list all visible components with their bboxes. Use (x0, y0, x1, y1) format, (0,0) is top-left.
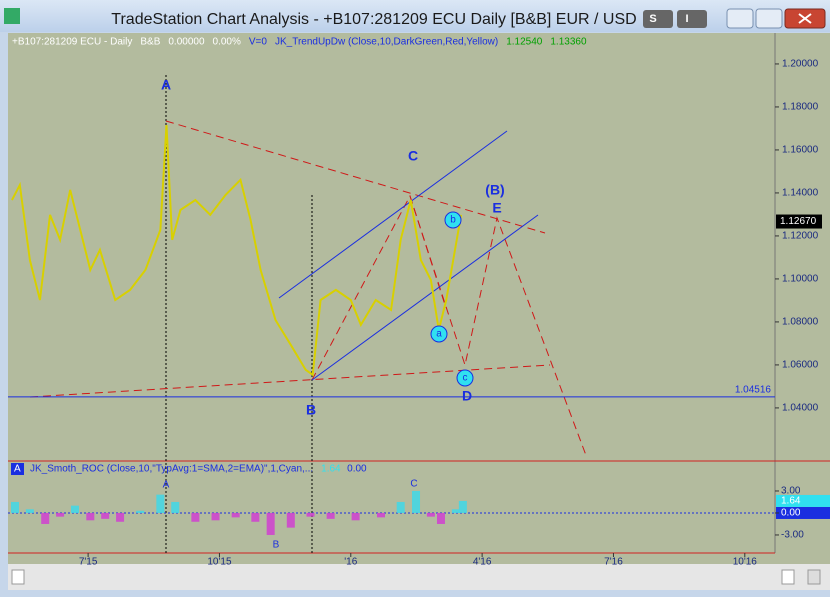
header-text: JK_TrendUpDw (Close,10,DarkGreen,Red,Yel… (275, 37, 498, 48)
histogram-bar (11, 501, 20, 513)
minimize-button[interactable] (726, 8, 754, 29)
histogram-bar (426, 512, 435, 517)
indicator-name: JK_Smoth_ROC (Close,10,"TypAvg:1=SMA,2=E… (30, 464, 313, 475)
x-tick-label: 4'16 (473, 557, 492, 568)
y-tick-label: 1.14000 (782, 188, 819, 199)
i-button-label: I (685, 13, 688, 25)
histogram-bar (101, 512, 110, 519)
current-price-label: 1.12670 (780, 216, 817, 227)
wave-label: D (462, 388, 472, 404)
histogram-bar (436, 512, 445, 524)
histogram-bar (451, 509, 460, 513)
indicator-annotation: B (273, 540, 280, 551)
maximize-button[interactable] (755, 8, 783, 29)
support-label: 1.04516 (735, 384, 772, 395)
pane-label: A (14, 464, 21, 475)
indicator-current-box (776, 494, 830, 507)
histogram-bar (86, 512, 95, 521)
histogram-bar (171, 501, 180, 513)
header-text: B&B (140, 37, 160, 48)
histogram-bar (412, 490, 421, 513)
scrollbar[interactable] (8, 564, 830, 590)
x-tick-label: 10'15 (207, 557, 232, 568)
indicator-annotation: A (163, 480, 170, 491)
y-tick-label: 1.16000 (782, 145, 819, 156)
header-text: 1.12540 (506, 37, 543, 48)
y-tick-label: 1.20000 (782, 59, 819, 70)
histogram-bar (458, 500, 467, 513)
histogram-bar (116, 512, 125, 522)
histogram-bar (396, 501, 405, 513)
scroll-left[interactable] (11, 569, 25, 585)
wave-label: (B) (485, 182, 504, 198)
price-line (11, 124, 463, 377)
y-tick-label: 0.00 (781, 508, 801, 519)
x-tick-label: 10'16 (733, 557, 758, 568)
indicator-current-label: 1.64 (781, 496, 801, 507)
wave-marker (444, 211, 462, 229)
y-tick-label: 1.12000 (782, 231, 819, 242)
y-tick-label: 1.10000 (782, 274, 819, 285)
histogram-bar (136, 510, 145, 513)
scroll-right[interactable] (781, 569, 795, 585)
histogram-bar (286, 512, 295, 528)
histogram-bar (351, 512, 360, 521)
x-tick-label: 7'15 (79, 557, 98, 568)
header-text: +B107:281209 ECU - Daily (12, 37, 132, 48)
s-button[interactable] (643, 10, 673, 28)
current-price-box (776, 214, 822, 229)
y-tick-label: 1.08000 (782, 317, 819, 328)
y-tick-label: 1.18000 (782, 102, 819, 113)
histogram-bar (251, 512, 260, 522)
header-text: 0.00% (213, 37, 241, 48)
histogram-bar (306, 512, 315, 517)
indicator-value: 1.64 (321, 464, 341, 475)
histogram-bar (266, 512, 275, 535)
histogram-bar (376, 512, 385, 518)
wave-label: C (408, 148, 418, 164)
wave-label: B (306, 402, 316, 418)
app-icon (4, 8, 20, 24)
scroll-thumb[interactable] (807, 569, 821, 585)
y-tick-label: 3.00 (781, 486, 801, 497)
wave-marker (456, 369, 474, 387)
header-text: 0.00000 (168, 37, 205, 48)
i-button[interactable] (677, 10, 707, 28)
zero-box (776, 506, 830, 519)
wave-label: b (450, 215, 456, 226)
histogram-bar (41, 512, 50, 524)
wave-label: a (436, 329, 442, 340)
y-tick-label: -3.00 (781, 530, 804, 541)
histogram-bar (156, 494, 165, 513)
x-tick-label: '16 (344, 557, 357, 568)
s-button-label: S (649, 13, 656, 25)
header-text: 1.13360 (550, 37, 587, 48)
window-title: TradeStation Chart Analysis - +B107:2812… (111, 11, 636, 28)
x-tick-label: 7'16 (604, 557, 623, 568)
indicator-zero: 0.00 (347, 464, 367, 475)
histogram-bar (326, 512, 335, 519)
histogram-bar (25, 509, 34, 513)
histogram-bar (231, 512, 240, 518)
pane-label-box (11, 463, 24, 475)
histogram-bar (56, 512, 65, 517)
indicator-annotation: C (410, 479, 417, 490)
channel-lines (278, 130, 539, 381)
header-text: V=0 (249, 37, 268, 48)
wave-marker (430, 325, 448, 343)
y-tick-label: 1.06000 (782, 360, 819, 371)
wave-label: A (161, 77, 171, 93)
histogram-bar (211, 512, 220, 521)
histogram-bar (191, 512, 200, 522)
close-icon (798, 13, 812, 24)
y-tick-label: 1.04000 (782, 403, 819, 414)
wave-label: E (492, 200, 501, 216)
wave-label: c (463, 373, 468, 384)
histogram-bar (70, 505, 79, 513)
